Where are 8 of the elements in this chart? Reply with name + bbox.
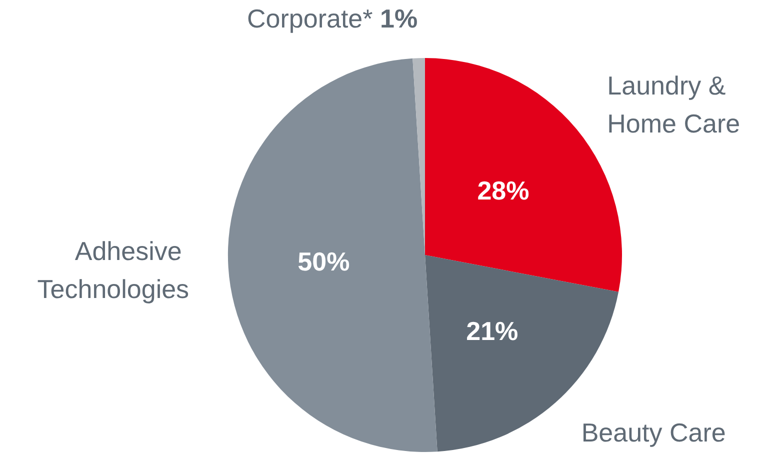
slice-label: Laundry & Home Care — [607, 70, 740, 138]
data-label: 50% — [298, 246, 350, 276]
data-label: 28% — [477, 175, 530, 206]
slice-label: Adhesive Technologies — [37, 236, 190, 304]
data-label: 1% — [380, 4, 418, 34]
slice-label: Beauty Care — [581, 417, 726, 448]
slice-label: Corporate* — [247, 4, 380, 34]
data-label: 21% — [466, 316, 518, 346]
